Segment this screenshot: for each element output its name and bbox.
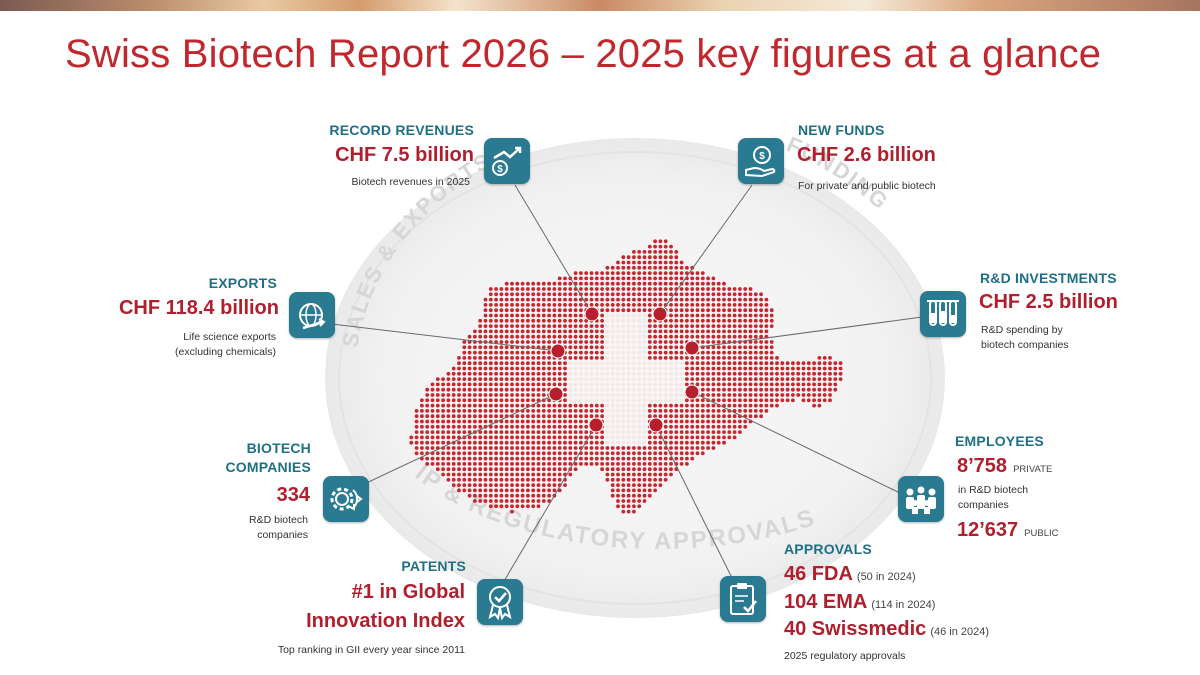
growth-coin-icon: $	[484, 138, 530, 184]
funds-caption: NEW FUNDS	[798, 122, 885, 138]
svg-text:$: $	[759, 151, 765, 162]
map-anchor-dot	[684, 340, 700, 356]
approvals-item-fda: 46 FDA (50 in 2024)	[784, 563, 916, 586]
employees-caption: EMPLOYEES	[955, 433, 1044, 449]
rd-note-2: biotech companies	[981, 339, 1069, 351]
clipboard-check-icon	[720, 576, 766, 622]
approvals-item-swissmedic: 40 Swissmedic (46 in 2024)	[784, 618, 989, 641]
award-badge-icon	[477, 579, 523, 625]
svg-text:$: $	[497, 164, 503, 175]
approvals-caption: APPROVALS	[784, 541, 872, 557]
patents-value-1: #1 in Global	[351, 581, 465, 603]
people-group-icon	[898, 476, 944, 522]
connector-lines	[314, 184, 923, 591]
header-banner-image	[0, 0, 1200, 11]
approvals-fda-value: 46 FDA	[784, 563, 853, 585]
employees-private-number: 8’758	[957, 455, 1008, 477]
employees-note-1: in R&D biotech	[958, 484, 1029, 496]
gear-cycle-icon	[323, 476, 369, 522]
map-anchor-dot	[548, 386, 564, 402]
patents-note: Top ranking in GII every year since 2011	[277, 644, 465, 656]
companies-note-2: companies	[257, 529, 308, 541]
exports-value: CHF 118.4 billion	[118, 297, 279, 319]
companies-value: 334	[276, 484, 310, 506]
page-title: Swiss Biotech Report 2026 – 2025 key fig…	[65, 32, 1102, 76]
funds-note: For private and public biotech	[798, 180, 936, 192]
rd-caption: R&D INVESTMENTS	[980, 270, 1117, 286]
approvals-ema-prev: (114 in 2024)	[871, 599, 936, 611]
money-hand-icon: $	[738, 138, 784, 184]
map-anchor-dot	[652, 306, 668, 322]
map-anchor-dot	[584, 306, 600, 322]
rd-note-1: R&D spending by	[981, 324, 1063, 336]
patents-caption: PATENTS	[401, 558, 466, 574]
approvals-swissmedic-value: 40 Swissmedic	[784, 618, 927, 640]
map-anchor-dot	[648, 417, 664, 433]
employees-private-label: PRIVATE	[1013, 464, 1053, 475]
funds-value: CHF 2.6 billion	[797, 144, 936, 166]
approvals-fda-prev: (50 in 2024)	[856, 571, 916, 583]
revenues-note: Biotech revenues in 2025	[351, 176, 471, 188]
rd-value: CHF 2.5 billion	[979, 291, 1118, 313]
map-anchor-dot	[550, 343, 566, 359]
map-anchor-dot	[684, 384, 700, 400]
approvals-note: 2025 regulatory approvals	[784, 650, 906, 662]
exports-note-2: (excluding chemicals)	[175, 346, 276, 358]
globe-arrow-icon	[289, 292, 335, 338]
revenues-value: CHF 7.5 billion	[335, 144, 474, 166]
employees-note-2: companies	[958, 499, 1009, 511]
employees-private-value: 8’758 PRIVATE	[957, 455, 1052, 478]
approvals-ema-value: 104 EMA	[784, 591, 868, 613]
exports-note-1: Life science exports	[183, 331, 276, 343]
companies-note-1: R&D biotech	[249, 514, 308, 526]
employees-public-label: PUBLIC	[1024, 528, 1059, 539]
employees-public-number: 12’637	[957, 519, 1019, 541]
approvals-swissmedic-prev: (46 in 2024)	[930, 626, 990, 638]
companies-caption-1: BIOTECH	[246, 440, 311, 456]
map-anchor-dot	[588, 417, 604, 433]
revenues-caption: RECORD REVENUES	[329, 122, 474, 138]
test-tubes-icon	[920, 291, 966, 337]
switzerland-dot-map	[409, 239, 843, 514]
employees-public-value: 12’637 PUBLIC	[957, 519, 1059, 542]
approvals-item-ema: 104 EMA (114 in 2024)	[784, 591, 935, 614]
exports-caption: EXPORTS	[208, 275, 277, 291]
patents-value-2: Innovation Index	[306, 610, 465, 632]
companies-caption-2: COMPANIES	[225, 459, 311, 475]
